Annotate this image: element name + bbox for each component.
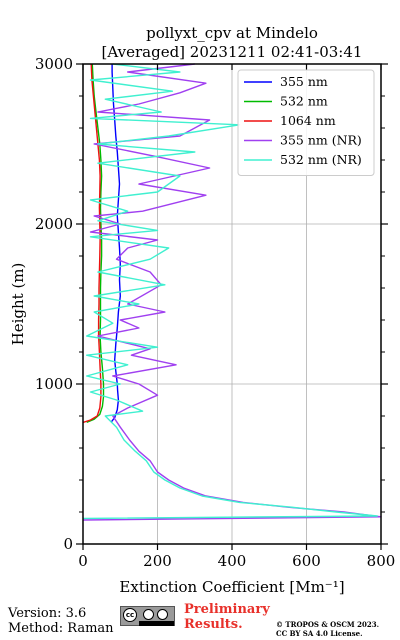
legend-label: 355 nm (NR) bbox=[280, 133, 362, 148]
legend-label: 355 nm bbox=[280, 74, 328, 89]
legend: 355 nm 532 nm 1064 nm 355 nm (NR) 532 nm (NR… bbox=[237, 69, 375, 176]
x-tick-label: 400 bbox=[218, 552, 247, 570]
x-tick-label: 800 bbox=[367, 552, 396, 570]
legend-box bbox=[237, 69, 375, 176]
series-line-355-nm bbox=[110, 64, 121, 423]
legend-label: 532 nm (NR) bbox=[280, 152, 362, 167]
y-axis-label: Height (m) bbox=[9, 263, 27, 346]
x-tick-label: 600 bbox=[292, 552, 321, 570]
copyright-line-2: CC BY SA 4.0 License. bbox=[276, 629, 363, 638]
x-tick-label: 0 bbox=[78, 552, 88, 570]
cc-license-logo: cc bbox=[120, 606, 175, 626]
legend-label: 532 nm bbox=[280, 94, 328, 109]
x-tick-label: 200 bbox=[143, 552, 172, 570]
x-axis-label: Extinction Coefficient [Mm⁻¹] bbox=[119, 578, 344, 596]
preliminary-line-2: Results. bbox=[184, 617, 243, 632]
y-tick-label: 1000 bbox=[35, 375, 73, 393]
chart-subtitle: [Averaged] 20231211 02:41-03:41 bbox=[102, 43, 363, 61]
axis-ticks: 0 200 400 600 800 0 1000 2000 3000 bbox=[35, 55, 396, 570]
copyright-line-1: © TROPOS & OSCM 2023. bbox=[276, 620, 380, 629]
version-text: Version: 3.6 bbox=[8, 606, 87, 621]
legend-label: 1064 nm bbox=[280, 113, 336, 128]
preliminary-notice: Preliminary Results. bbox=[184, 602, 270, 632]
extinction-profile-chart: pollyxt_cpv at Mindelo [Averaged] 202312… bbox=[9, 24, 396, 596]
copyright-notice: © TROPOS & OSCM 2023. CC BY SA 4.0 Licen… bbox=[276, 620, 379, 638]
series-line-532-nm bbox=[86, 63, 105, 424]
by-icon bbox=[143, 609, 154, 620]
series-lines bbox=[82, 63, 382, 521]
method-text: Method: Raman bbox=[8, 621, 114, 636]
cc-icon: cc bbox=[123, 608, 137, 622]
sa-icon bbox=[157, 609, 168, 620]
series-line-532-nm-nr bbox=[82, 63, 378, 520]
y-tick-label: 3000 bbox=[35, 55, 73, 73]
chart-title: pollyxt_cpv at Mindelo bbox=[146, 24, 318, 42]
y-tick-label: 0 bbox=[63, 535, 73, 553]
license-strip bbox=[139, 621, 174, 626]
preliminary-line-1: Preliminary bbox=[184, 602, 270, 617]
y-tick-label: 2000 bbox=[35, 215, 73, 233]
